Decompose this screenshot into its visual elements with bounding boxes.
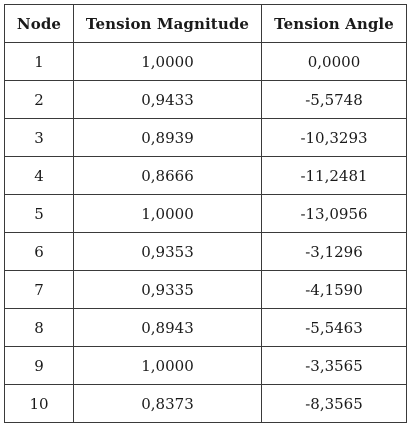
cell-node: 7	[4, 270, 74, 309]
cell-node: 8	[4, 308, 74, 347]
cell-tension-magnitude: 0,9433	[73, 80, 262, 119]
cell-node: 2	[4, 80, 74, 119]
table-row: 7 0,9335 -4,1590	[4, 270, 407, 309]
table-row: 8 0,8943 -5,5463	[4, 308, 407, 347]
cell-tension-angle: -4,1590	[261, 270, 407, 309]
header-tension-angle: Tension Angle	[261, 4, 407, 43]
table-row: 10 0,8373 -8,3565	[4, 384, 407, 423]
table-row: 5 1,0000 -13,0956	[4, 194, 407, 233]
cell-node: 1	[4, 42, 74, 81]
cell-tension-magnitude: 0,9335	[73, 270, 262, 309]
cell-tension-magnitude: 1,0000	[73, 194, 262, 233]
cell-tension-angle: -3,1296	[261, 232, 407, 271]
cell-tension-angle: 0,0000	[261, 42, 407, 81]
table-row: 3 0,8939 -10,3293	[4, 118, 407, 157]
table-header: Node Tension Magnitude Tension Angle	[4, 4, 407, 43]
cell-tension-angle: -3,3565	[261, 346, 407, 385]
cell-node: 3	[4, 118, 74, 157]
cell-tension-magnitude: 1,0000	[73, 42, 262, 81]
tension-table: Node Tension Magnitude Tension Angle 1 1…	[4, 4, 407, 423]
cell-tension-magnitude: 1,0000	[73, 346, 262, 385]
cell-node: 9	[4, 346, 74, 385]
cell-tension-angle: -5,5748	[261, 80, 407, 119]
cell-tension-magnitude: 0,8939	[73, 118, 262, 157]
table-row: 2 0,9433 -5,5748	[4, 80, 407, 119]
cell-node: 6	[4, 232, 74, 271]
cell-node: 10	[4, 384, 74, 423]
cell-node: 4	[4, 156, 74, 195]
table-body: 1 1,0000 0,0000 2 0,9433 -5,5748 3 0,893…	[4, 42, 407, 423]
cell-node: 5	[4, 194, 74, 233]
cell-tension-angle: -5,5463	[261, 308, 407, 347]
table-row: 4 0,8666 -11,2481	[4, 156, 407, 195]
table-row: 9 1,0000 -3,3565	[4, 346, 407, 385]
table-row: 1 1,0000 0,0000	[4, 42, 407, 81]
cell-tension-angle: -11,2481	[261, 156, 407, 195]
header-node: Node	[4, 4, 74, 43]
cell-tension-magnitude: 0,8373	[73, 384, 262, 423]
cell-tension-magnitude: 0,8666	[73, 156, 262, 195]
header-tension-magnitude: Tension Magnitude	[73, 4, 262, 43]
cell-tension-angle: -8,3565	[261, 384, 407, 423]
table-row: 6 0,9353 -3,1296	[4, 232, 407, 271]
cell-tension-angle: -13,0956	[261, 194, 407, 233]
cell-tension-angle: -10,3293	[261, 118, 407, 157]
cell-tension-magnitude: 0,9353	[73, 232, 262, 271]
cell-tension-magnitude: 0,8943	[73, 308, 262, 347]
header-row: Node Tension Magnitude Tension Angle	[4, 4, 407, 43]
